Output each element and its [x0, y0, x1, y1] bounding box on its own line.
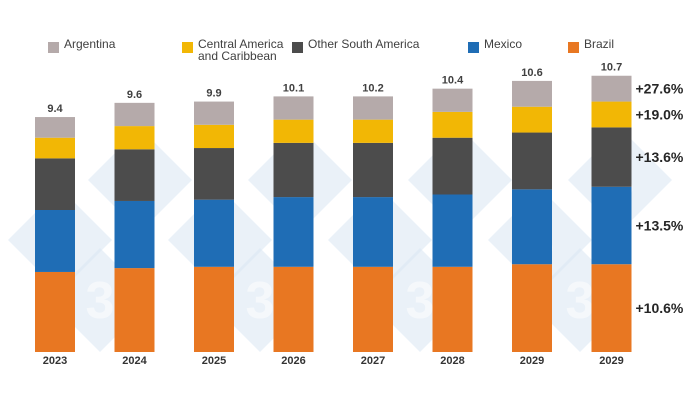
bar-segment-central-america-and-caribbean-2029[interactable]: [512, 106, 552, 133]
bar-segment-brazil-2028[interactable]: [432, 266, 473, 352]
x-tick-label-2027: 2027: [361, 355, 385, 367]
legend-label-other-south-america: Other South America: [308, 37, 420, 51]
growth-annotation-other-south-america: +13.6%: [636, 149, 684, 165]
total-label-2024: 9.6: [127, 89, 142, 101]
total-label-2027: 10.2: [362, 82, 383, 94]
x-tick-label-2029: 2029: [520, 355, 544, 367]
total-label-2025: 9.9: [206, 88, 221, 100]
legend-swatch-argentina: [48, 42, 59, 53]
bar-segment-mexico-2023[interactable]: [35, 210, 75, 272]
total-label-2026: 10.1: [283, 82, 304, 94]
legend-label-brazil: Brazil: [584, 37, 615, 51]
bar-segment-brazil-2026[interactable]: [273, 266, 314, 352]
bar-segment-central-america-and-caribbean-2029[interactable]: [591, 101, 632, 128]
x-tick-label-2024: 2024: [122, 355, 147, 367]
total-label-2023: 9.4: [47, 103, 63, 115]
chart-legend: Argentina Central America and Caribbean …: [0, 38, 700, 68]
legend-item-argentina[interactable]: Argentina: [48, 38, 115, 53]
legend-swatch-central-america: [182, 42, 193, 53]
bar-segment-argentina-2029[interactable]: [591, 75, 632, 102]
bar-segment-other-south-america-2024[interactable]: [114, 149, 155, 201]
x-tick-label-2029: 2029: [599, 355, 623, 367]
watermark-glyph: 3: [566, 272, 595, 330]
bar-segment-central-america-and-caribbean-2027[interactable]: [353, 119, 393, 143]
bar-segment-argentina-2023[interactable]: [35, 117, 75, 138]
legend-item-mexico[interactable]: Mexico: [468, 38, 522, 53]
bar-segment-central-america-and-caribbean-2024[interactable]: [114, 126, 155, 150]
x-tick-label-2023: 2023: [43, 355, 67, 367]
bar-segment-other-south-america-2027[interactable]: [353, 142, 393, 198]
watermark-layer: 333333333333: [8, 128, 672, 352]
legend-item-brazil[interactable]: Brazil: [568, 38, 614, 53]
bar-segment-brazil-2027[interactable]: [353, 266, 393, 352]
bar-segment-central-america-and-caribbean-2026[interactable]: [273, 119, 314, 143]
labels-layer: 9.4 2023 9.6 2024 9.9 2025 10.1 2026 10.2 2027 10.…: [43, 62, 684, 367]
legend-item-central-america[interactable]: Central America and Caribbean: [182, 38, 283, 62]
bar-segment-mexico-2025[interactable]: [194, 199, 234, 267]
bar-segment-other-south-america-2025[interactable]: [194, 148, 234, 200]
bar-segment-brazil-2023[interactable]: [35, 271, 75, 352]
bar-segment-brazil-2029[interactable]: [512, 264, 552, 352]
bar-segment-other-south-america-2026[interactable]: [273, 142, 314, 198]
watermark-glyph: 3: [86, 272, 115, 330]
bar-segment-argentina-2025[interactable]: [194, 101, 234, 125]
growth-annotation-argentina: +27.6%: [636, 81, 684, 97]
legend-swatch-brazil: [568, 42, 579, 53]
bar-segment-argentina-2027[interactable]: [353, 96, 393, 120]
bar-segment-other-south-america-2029[interactable]: [512, 132, 552, 190]
watermark-glyph: 3: [406, 272, 435, 330]
bar-segment-argentina-2024[interactable]: [114, 102, 155, 127]
legend-item-other-south-america[interactable]: Other South America: [292, 38, 419, 53]
bar-segment-mexico-2027[interactable]: [353, 197, 393, 267]
legend-label-mexico: Mexico: [484, 37, 523, 51]
bar-segment-other-south-america-2023[interactable]: [35, 158, 75, 210]
bar-segment-mexico-2024[interactable]: [114, 200, 155, 269]
bar-segment-brazil-2025[interactable]: [194, 266, 234, 352]
bar-segment-other-south-america-2028[interactable]: [432, 137, 473, 195]
x-tick-label-2026: 2026: [281, 355, 305, 367]
total-label-2029: 10.6: [521, 67, 542, 79]
bar-segment-argentina-2029[interactable]: [512, 80, 552, 107]
bar-segment-central-america-and-caribbean-2025[interactable]: [194, 124, 234, 149]
bars-layer: [35, 75, 632, 352]
bar-segment-argentina-2026[interactable]: [273, 96, 314, 120]
x-tick-label-2028: 2028: [440, 355, 464, 367]
growth-annotation-mexico: +13.5%: [636, 217, 684, 233]
legend-swatch-mexico: [468, 42, 479, 53]
x-tick-label-2025: 2025: [202, 355, 226, 367]
bar-segment-mexico-2029[interactable]: [591, 186, 632, 265]
bar-segment-brazil-2024[interactable]: [114, 268, 155, 352]
watermark-glyph: 3: [246, 272, 275, 330]
bar-segment-argentina-2028[interactable]: [432, 88, 473, 112]
growth-annotation-brazil: +10.6%: [636, 300, 684, 316]
bar-segment-other-south-america-2029[interactable]: [591, 127, 632, 187]
bar-segment-mexico-2029[interactable]: [512, 189, 552, 265]
legend-swatch-other-south-america: [292, 42, 303, 53]
bar-segment-central-america-and-caribbean-2023[interactable]: [35, 137, 75, 159]
legend-label-central-america: Central America and Caribbean: [198, 37, 284, 63]
bar-segment-brazil-2029[interactable]: [591, 264, 632, 352]
total-label-2028: 10.4: [442, 75, 464, 87]
legend-label-argentina: Argentina: [64, 37, 116, 51]
bar-segment-mexico-2028[interactable]: [432, 194, 473, 267]
total-label-2029: 10.7: [601, 62, 622, 74]
growth-annotation-central-america-and-caribbean: +19.0%: [636, 106, 684, 122]
bar-segment-mexico-2026[interactable]: [273, 197, 314, 267]
bar-segment-central-america-and-caribbean-2028[interactable]: [432, 111, 473, 138]
